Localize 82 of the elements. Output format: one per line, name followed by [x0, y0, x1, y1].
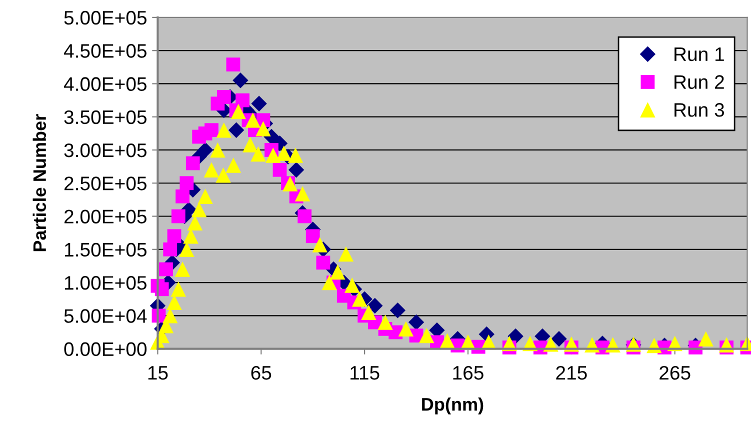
- point: [162, 308, 178, 324]
- point: [256, 121, 271, 136]
- point: [316, 256, 330, 270]
- legend-label: Run 3: [674, 103, 724, 117]
- x-tick-label: 115: [350, 366, 380, 380]
- y-tick-label: 1.50E+05: [64, 242, 146, 257]
- point: [398, 321, 414, 337]
- point: [216, 90, 231, 104]
- point: [390, 302, 406, 318]
- point: [288, 148, 304, 163]
- point: [204, 123, 218, 138]
- legend-label: Run 1: [674, 48, 724, 62]
- y-tick-label: 0.00E+00: [64, 342, 147, 356]
- point: [167, 229, 182, 244]
- point: [216, 168, 231, 183]
- y-tick-label: 5.00E+05: [64, 10, 146, 25]
- point: [186, 156, 200, 170]
- point: [352, 291, 368, 307]
- point: [322, 274, 338, 290]
- point: [440, 333, 455, 348]
- y-tick-label: 2.50E+05: [64, 176, 146, 190]
- point: [232, 72, 248, 88]
- point: [330, 264, 346, 280]
- point: [171, 209, 186, 224]
- x-tick-label: 215: [556, 366, 587, 380]
- point: [312, 237, 328, 252]
- y-tick-label: 2.00E+05: [64, 210, 146, 224]
- point: [306, 229, 320, 244]
- point: [418, 328, 434, 344]
- point: [170, 282, 186, 297]
- point: [163, 242, 178, 256]
- point: [245, 112, 260, 128]
- point: [367, 298, 383, 314]
- point: [251, 96, 267, 112]
- point: [236, 93, 250, 108]
- point: [361, 304, 376, 320]
- point: [298, 209, 312, 224]
- point: [204, 162, 220, 178]
- point: [294, 186, 310, 202]
- x-tick-label: 165: [453, 366, 484, 380]
- point: [698, 331, 714, 346]
- point: [197, 142, 214, 158]
- y-tick-label: 1.00E+05: [64, 276, 146, 290]
- x-tick-label: 65: [251, 366, 272, 380]
- point: [174, 262, 190, 277]
- point: [250, 146, 266, 162]
- point: [179, 242, 194, 258]
- x-axis-title: Dp(nm): [422, 397, 484, 414]
- point: [508, 328, 524, 344]
- legend-label: Run 2: [674, 75, 724, 89]
- y-tick-label: 4.50E+05: [64, 44, 146, 58]
- point: [378, 314, 393, 330]
- point: [180, 176, 194, 190]
- point: [276, 146, 292, 161]
- y-tick-label: 3.00E+05: [64, 143, 146, 158]
- point: [408, 314, 424, 330]
- point: [226, 158, 242, 173]
- point: [228, 122, 244, 138]
- x-tick-label: 15: [148, 366, 168, 380]
- point: [176, 189, 190, 204]
- x-tick-label: 265: [660, 366, 690, 380]
- point: [242, 137, 258, 152]
- point: [183, 228, 198, 244]
- point: [230, 104, 246, 120]
- point: [198, 188, 213, 204]
- y-tick-label: 5.00E+04: [64, 309, 147, 323]
- y-axis-title: Particle Number: [32, 114, 46, 252]
- point: [272, 162, 287, 177]
- point: [282, 176, 298, 192]
- point: [210, 142, 226, 158]
- point: [187, 215, 203, 231]
- point: [551, 331, 567, 347]
- point: [288, 162, 304, 178]
- y-tick-label: 4.00E+05: [64, 77, 146, 91]
- point: [265, 148, 281, 163]
- point: [338, 246, 354, 262]
- y-tick-label: 3.50E+05: [64, 110, 146, 124]
- point: [166, 294, 182, 310]
- point: [216, 122, 232, 138]
- point: [226, 58, 240, 72]
- point: [344, 278, 360, 293]
- point: [159, 262, 173, 276]
